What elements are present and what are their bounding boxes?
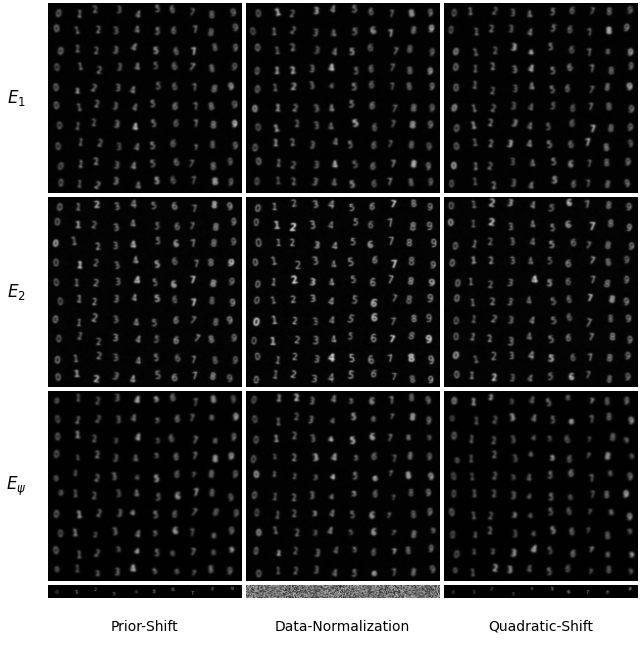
Text: Quadratic-Shift: Quadratic-Shift <box>488 620 593 634</box>
Text: Data-Normalization: Data-Normalization <box>275 620 410 634</box>
Text: $E_{\psi}$: $E_{\psi}$ <box>6 474 26 497</box>
Text: Prior-Shift: Prior-Shift <box>111 620 179 634</box>
Text: $E_1$: $E_1$ <box>6 88 26 108</box>
Text: $E_2$: $E_2$ <box>6 282 26 302</box>
